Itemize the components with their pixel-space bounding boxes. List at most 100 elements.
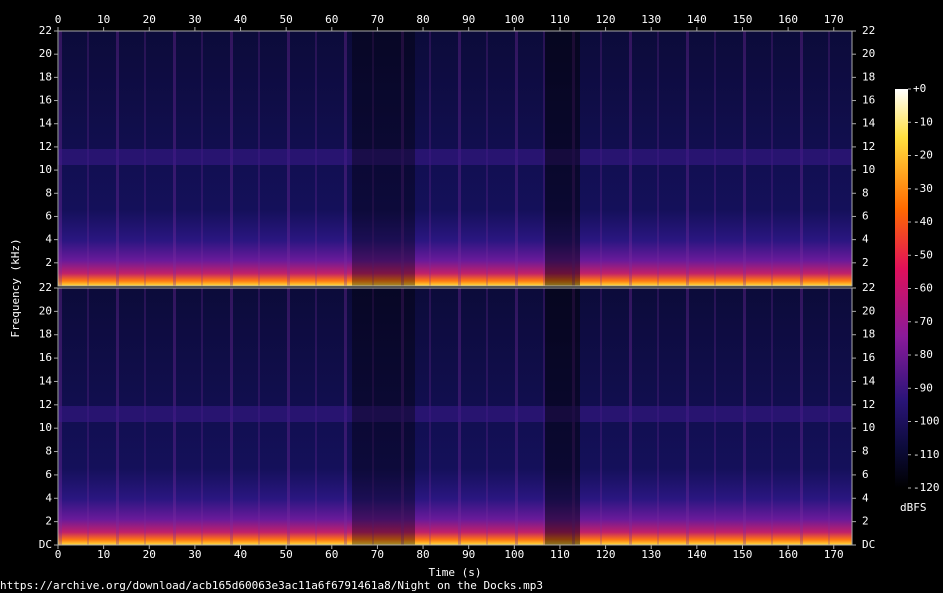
x-tick-label: 90 [462, 13, 475, 26]
x-tick-label: 30 [188, 13, 201, 26]
x-tick-label: 50 [280, 13, 293, 26]
y-tick-label: 2 [862, 515, 869, 528]
y-tick-label: 2 [45, 256, 52, 269]
y-tick-label: 8 [862, 445, 869, 458]
y-tick-label: 8 [45, 186, 52, 199]
y-tick-label: 4 [862, 491, 869, 504]
colorbar-tick-label: -20 [913, 149, 933, 162]
y-tick-label: 12 [39, 398, 52, 411]
y-tick-label: DC [39, 538, 52, 551]
y-tick-label: 14 [862, 374, 876, 387]
x-tick-label: 90 [462, 548, 475, 561]
x-tick-label: 60 [325, 548, 338, 561]
colorbar-tick-label: -100 [913, 415, 940, 428]
y-tick-label: 20 [39, 304, 52, 317]
y-tick-label: 6 [45, 468, 52, 481]
y-tick-label: 14 [39, 374, 53, 387]
y-tick-label: 18 [39, 70, 52, 83]
y-tick-label: 10 [39, 163, 52, 176]
x-tick-label: 50 [280, 548, 293, 561]
y-tick-label: 20 [862, 47, 875, 60]
y-tick-label: 4 [862, 233, 869, 246]
y-tick-label: 18 [862, 70, 875, 83]
x-tick-label: 40 [234, 13, 247, 26]
colorbar-tick-label: -70 [913, 315, 933, 328]
y-tick-label: 12 [862, 140, 875, 153]
colorbar-tick-label: -80 [913, 348, 933, 361]
plot-frame [57, 287, 853, 546]
y-tick-label: DC [862, 538, 875, 551]
y-tick-label: 14 [39, 117, 53, 130]
spectrogram-band [58, 406, 852, 422]
x-tick-label: 160 [778, 548, 798, 561]
colorbar-tick-label: -90 [913, 381, 933, 394]
x-tick-label: 100 [504, 548, 524, 561]
x-tick-label: 20 [143, 13, 156, 26]
panel-gap [58, 286, 852, 288]
colorbar-tick-label: +0 [913, 82, 926, 95]
colorbar-tick-label: -40 [913, 215, 933, 228]
y-tick-label: 12 [862, 398, 875, 411]
x-tick-label: 140 [687, 13, 707, 26]
x-axis-label: Time (s) [429, 566, 482, 579]
x-tick-label: 110 [550, 548, 570, 561]
y-tick-label: 22 [862, 24, 875, 37]
x-tick-label: 20 [143, 548, 156, 561]
x-tick-label: 170 [824, 13, 844, 26]
x-tick-label: 170 [824, 548, 844, 561]
x-tick-label: 130 [641, 548, 661, 561]
x-tick-label: 150 [733, 548, 753, 561]
y-tick-label: 8 [45, 445, 52, 458]
y-tick-label: 10 [39, 421, 52, 434]
colorbar-label: dBFS [900, 501, 927, 514]
y-tick-label: 16 [39, 351, 52, 364]
plot-frame [57, 30, 853, 287]
spectrogram [58, 31, 852, 545]
colorbar-tick-label: -10 [913, 115, 933, 128]
colorbar-tick-label: -120 [913, 481, 940, 494]
y-tick-label: 16 [862, 94, 875, 107]
x-tick-label: 150 [733, 13, 753, 26]
y-tick-label: 22 [862, 281, 875, 294]
colorbar [895, 89, 908, 488]
y-tick-label: 4 [45, 233, 52, 246]
footer-url: https://archive.org/download/acb165d6006… [0, 579, 543, 592]
y-tick-label: 16 [862, 351, 875, 364]
colorbar-tick-label: -110 [913, 448, 940, 461]
x-tick-label: 0 [55, 13, 62, 26]
colorbar-tick-label: -30 [913, 182, 933, 195]
y-tick-label: 14 [862, 117, 876, 130]
y-tick-label: 18 [39, 328, 52, 341]
x-tick-label: 140 [687, 548, 707, 561]
y-tick-label: 12 [39, 140, 52, 153]
y-axis-label: Frequency (kHz) [9, 238, 22, 337]
y-tick-label: 22 [39, 24, 52, 37]
spectrogram-band [58, 149, 852, 165]
y-tick-label: 16 [39, 94, 52, 107]
y-tick-label: 6 [862, 209, 869, 222]
x-tick-label: 120 [596, 548, 616, 561]
x-tick-label: 120 [596, 13, 616, 26]
colorbar-tick-label: -50 [913, 248, 933, 261]
x-tick-label: 80 [416, 13, 429, 26]
x-tick-label: 40 [234, 548, 247, 561]
y-tick-label: 4 [45, 491, 52, 504]
x-tick-label: 10 [97, 548, 110, 561]
y-tick-label: 6 [45, 209, 52, 222]
y-tick-label: 10 [862, 163, 875, 176]
y-tick-label: 8 [862, 186, 869, 199]
x-tick-label: 80 [416, 548, 429, 561]
x-tick-label: 160 [778, 13, 798, 26]
y-tick-label: 2 [862, 256, 869, 269]
colorbar-tick-label: -60 [913, 282, 933, 295]
y-tick-label: 18 [862, 328, 875, 341]
y-tick-label: 22 [39, 281, 52, 294]
y-tick-label: 20 [862, 304, 875, 317]
x-tick-label: 0 [55, 548, 62, 561]
x-tick-label: 130 [641, 13, 661, 26]
y-tick-label: 6 [862, 468, 869, 481]
y-tick-label: 20 [39, 47, 52, 60]
x-tick-label: 110 [550, 13, 570, 26]
